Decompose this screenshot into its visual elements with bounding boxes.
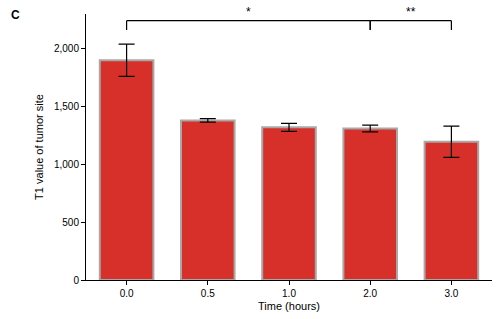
svg-text:500: 500: [62, 217, 79, 228]
svg-text:3.0: 3.0: [444, 288, 458, 299]
svg-text:1,000: 1,000: [54, 159, 79, 170]
svg-text:1,500: 1,500: [54, 101, 79, 112]
svg-text:2,000: 2,000: [54, 43, 79, 54]
svg-text:T1 value of tumor site: T1 value of tumor site: [33, 94, 45, 200]
svg-text:*: *: [246, 5, 251, 19]
svg-text:C: C: [11, 8, 20, 22]
svg-text:2.0: 2.0: [363, 288, 377, 299]
svg-text:1.0: 1.0: [282, 288, 296, 299]
svg-text:0.5: 0.5: [201, 288, 215, 299]
svg-text:Time (hours): Time (hours): [258, 300, 320, 312]
svg-text:0.0: 0.0: [120, 288, 134, 299]
svg-text:0: 0: [73, 275, 79, 286]
svg-text:**: **: [406, 5, 416, 19]
